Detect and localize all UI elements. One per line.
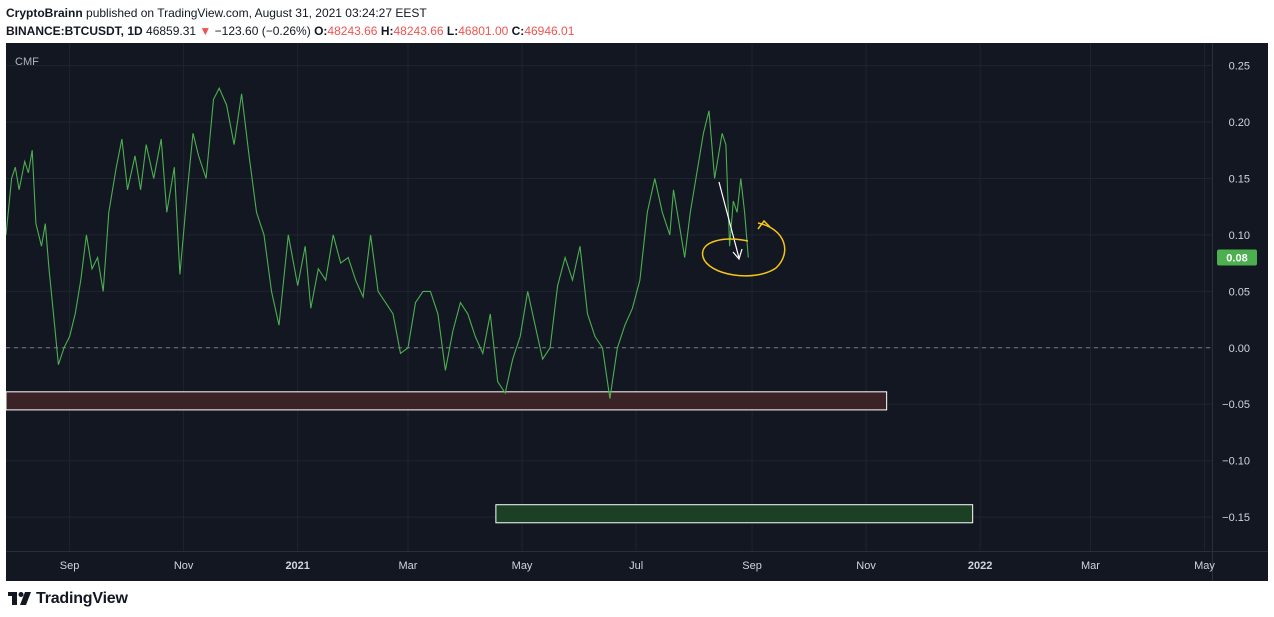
- y-tick-label: 0.05: [1229, 286, 1250, 298]
- x-tick-label: 2021: [285, 560, 309, 572]
- y-tick-label: 0.00: [1229, 343, 1250, 355]
- y-tick-label: 0.15: [1229, 173, 1250, 185]
- yellow-arrow-head: [757, 219, 771, 230]
- x-tick-label: Nov: [856, 560, 876, 572]
- close-label: C:: [511, 24, 525, 38]
- yellow-circle-annotation: [701, 222, 786, 277]
- last-value-badge-bg: [1217, 249, 1257, 266]
- tradingview-logo-icon: [8, 592, 31, 605]
- time-axis: Sep Nov 2021 Mar May Jul Sep Nov 2022 Mar May: [60, 560, 1216, 572]
- cmf-series-line: [5, 86, 749, 399]
- open-value: 48243.66: [327, 24, 378, 38]
- price-axis: 0.25 0.20 0.15 0.10 0.05 0.00 −0.05 −0.10 −0.15: [1222, 61, 1250, 525]
- indicator-label: CMF: [15, 56, 39, 68]
- x-tick-label: Sep: [742, 560, 762, 572]
- open-label: O:: [314, 24, 328, 38]
- tradingview-logo[interactable]: TradingView: [8, 589, 128, 609]
- y-tick-label: 0.10: [1229, 230, 1250, 242]
- close-value: 46946.01: [524, 24, 575, 38]
- chart-header: CryptoBrainn published on TradingView.co…: [6, 5, 1268, 39]
- y-tick-label: −0.10: [1222, 456, 1250, 468]
- x-tick-label: Jul: [629, 560, 643, 572]
- white-arrow-head: [732, 248, 743, 261]
- x-tick-label: Mar: [1081, 560, 1100, 572]
- price-change: −123.60 (−0.26%): [214, 24, 311, 38]
- publish-info: CryptoBrainn published on TradingView.co…: [6, 5, 1268, 21]
- last-value-badge: 0.08: [1217, 249, 1257, 266]
- y-tick-label: 0.20: [1229, 117, 1250, 129]
- grid-lines: [6, 43, 1268, 581]
- high-value: 48243.66: [393, 24, 444, 38]
- symbol-label[interactable]: BINANCE:BTCUSDT, 1D: [6, 24, 143, 38]
- symbol-info: BINANCE:BTCUSDT, 1D 46859.31 ▼ −123.60 (…: [6, 23, 1268, 39]
- down-arrow-icon: ▼: [199, 24, 212, 38]
- last-price: 46859.31: [146, 24, 197, 38]
- x-tick-label: Nov: [174, 560, 194, 572]
- low-label: L:: [446, 24, 459, 38]
- last-value-badge-text: 0.08: [1226, 252, 1247, 264]
- tradingview-brand: TradingView: [36, 590, 128, 607]
- x-tick-label: 2022: [968, 560, 992, 572]
- chart-panel[interactable]: CMF 0.25 0.20 0.15 0.10 0.05 0.00 −0.05 −0.10 −0…: [5, 43, 1268, 581]
- x-tick-label: May: [1194, 560, 1215, 572]
- y-tick-label: −0.15: [1222, 512, 1250, 524]
- cmf-chart[interactable]: CMF 0.25 0.20 0.15 0.10 0.05 0.00 −0.05 −0.10 −0…: [5, 43, 1268, 581]
- green-zone-rectangle: [495, 504, 974, 524]
- x-tick-label: May: [512, 560, 533, 572]
- y-tick-label: −0.05: [1222, 399, 1250, 411]
- red-zone-rectangle: [5, 391, 888, 411]
- high-label: H:: [380, 24, 394, 38]
- x-tick-label: Mar: [399, 560, 418, 572]
- author-name[interactable]: CryptoBrainn: [6, 6, 83, 20]
- y-tick-label: 0.25: [1229, 61, 1250, 73]
- low-value: 46801.00: [458, 24, 509, 38]
- x-tick-label: Sep: [60, 560, 80, 572]
- drawing-annotations: [701, 181, 786, 277]
- published-text: published on TradingView.com, August 31,…: [86, 6, 427, 20]
- white-arrow-line: [718, 181, 740, 259]
